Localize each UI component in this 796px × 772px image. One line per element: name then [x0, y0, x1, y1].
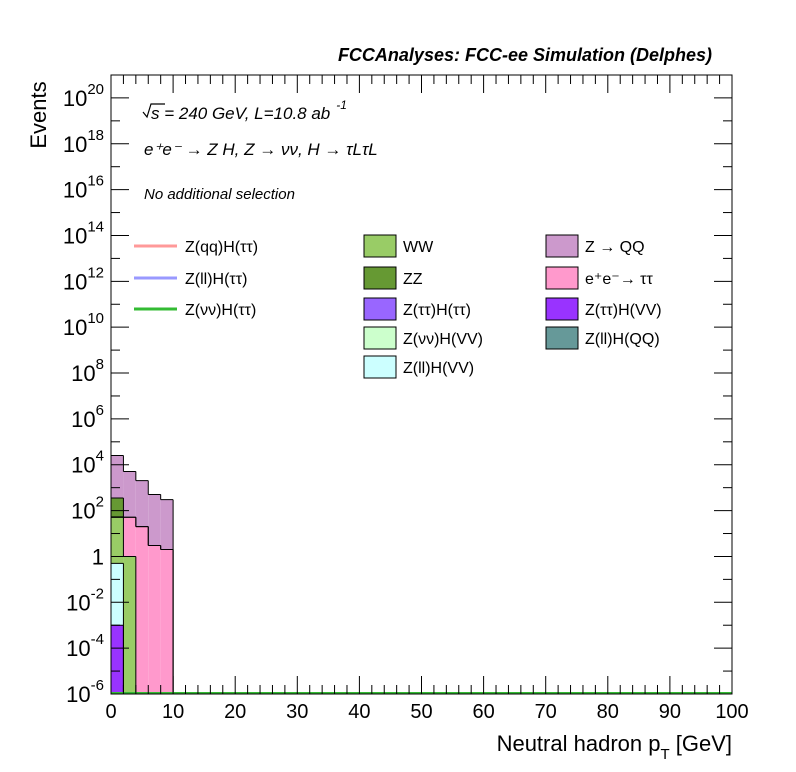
- bar-1-0: [111, 563, 124, 626]
- legend-label: Z(ll)H(ττ): [185, 271, 247, 288]
- bar-3-3: [148, 545, 161, 694]
- chart-header: FCCAnalyses: FCC-ee Simulation (Delphes): [338, 45, 712, 65]
- legend-swatch: [363, 355, 397, 379]
- bar-5-2: [135, 480, 149, 527]
- x-tick-label: 10: [162, 701, 184, 723]
- y-tick-label: 1: [92, 544, 104, 569]
- legend-label: Z(νν)H(ττ): [185, 302, 256, 319]
- series-outline-1: [111, 562, 124, 694]
- legend-label: Z(ll)H(QQ): [585, 331, 660, 348]
- x-tick-label: 50: [410, 701, 432, 723]
- legend-label: e⁺e⁻→ ττ: [585, 271, 653, 288]
- legend-swatch: [363, 297, 397, 321]
- y-tick-label: 10-6: [66, 677, 104, 707]
- energy-lumi-annotation: s = 240 GeV, L=10.8 ab -1: [142, 98, 347, 123]
- legend-swatch: [363, 326, 397, 350]
- axes-layer: 0 10 20 30 40 50 60 70 80 90 10010-610-410-2110210…: [63, 74, 749, 723]
- y-axis-label: Events: [26, 81, 51, 148]
- y-tick-label: 108: [71, 356, 104, 386]
- legend-label: WW: [403, 239, 434, 256]
- legend-label: Z → QQ: [585, 239, 645, 256]
- legend: Z(qq)H(ττ) Z(ll)H(ττ) Z(νν)H(ττ) WW ZZ Z(ττ)H…: [134, 234, 662, 379]
- bar-5-4: [160, 499, 174, 550]
- legend-label: Z(νν)H(VV): [403, 331, 483, 348]
- bar-2-1: [123, 556, 136, 694]
- legend-swatch: [363, 234, 397, 258]
- y-tick-label: 10-4: [66, 631, 104, 661]
- y-tick-label: 10-2: [66, 585, 104, 615]
- bar-3-1: [123, 517, 136, 557]
- legend-label: Z(ll)H(VV): [403, 360, 474, 377]
- svg-text:s = 240 GeV, L=10.8 ab-1: s = 240 GeV, L=10.8 ab -1: [151, 98, 347, 123]
- series-outline-2: [111, 516, 137, 694]
- x-tick-label: 60: [472, 701, 494, 723]
- legend-swatch: [363, 266, 397, 290]
- legend-label: Z(ττ)H(ττ): [403, 302, 471, 319]
- x-tick-label: 100: [715, 701, 748, 723]
- legend-swatch: [545, 326, 579, 350]
- y-tick-label: 1020: [63, 81, 104, 111]
- bar-0-0: [111, 625, 124, 694]
- x-tick-label: 90: [659, 701, 681, 723]
- bar-2-0: [111, 517, 124, 564]
- bar-5-1: [123, 471, 136, 518]
- bar-3-4: [160, 549, 174, 694]
- x-tick-label: 30: [286, 701, 308, 723]
- selection-annotation: No additional selection: [144, 186, 295, 203]
- y-tick-label: 102: [71, 494, 104, 524]
- x-axis-label: Neutral hadron pT [GeV]: [497, 731, 732, 763]
- x-tick-label: 70: [535, 701, 557, 723]
- x-tick-label: 40: [348, 701, 370, 723]
- y-tick-label: 1014: [63, 218, 104, 248]
- x-tick-label: 80: [597, 701, 619, 723]
- bar-3-2: [135, 526, 149, 694]
- legend-label: Z(qq)H(ττ): [185, 239, 258, 256]
- x-tick-label: 0: [105, 701, 116, 723]
- bar-5-3: [148, 494, 161, 546]
- x-tick-label: 20: [224, 701, 246, 723]
- y-tick-label: 1010: [63, 310, 104, 340]
- legend-swatch: [545, 266, 579, 290]
- process-annotation: e⁺e⁻ → Z H, Z → νν, H → τLτL: [144, 140, 378, 159]
- legend-label: Z(ττ)H(VV): [585, 302, 662, 319]
- legend-swatch: [545, 297, 579, 321]
- legend-label: ZZ: [403, 271, 423, 288]
- bar-5-0: [111, 455, 124, 499]
- bar-4-0: [111, 498, 124, 517]
- y-tick-label: 104: [71, 448, 104, 478]
- series-outline-5: [111, 454, 174, 694]
- y-tick-label: 1012: [63, 264, 104, 294]
- y-tick-label: 1018: [63, 127, 104, 157]
- y-tick-label: 1016: [63, 173, 104, 203]
- series-outline-4: [111, 497, 174, 694]
- legend-swatch: [545, 234, 579, 258]
- y-tick-label: 106: [71, 402, 104, 432]
